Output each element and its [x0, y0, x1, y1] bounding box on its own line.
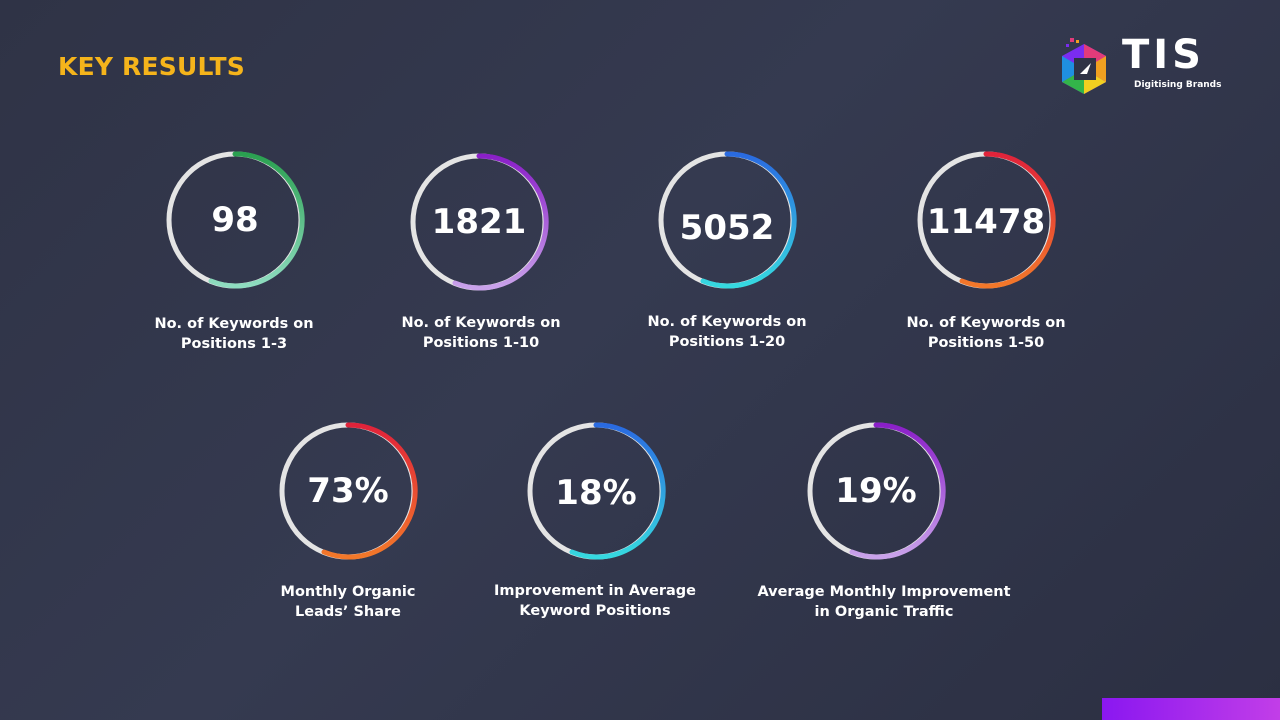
metric-label-line: Monthly Organic — [280, 584, 416, 600]
metric-label-line: Positions 1-50 — [927, 335, 1045, 351]
progress-ring-icon — [527, 422, 666, 560]
progress-ring-icon — [279, 422, 418, 560]
metric-label: Average Monthly Improvement in Organic T… — [746, 582, 1022, 622]
metric-ring: 18% — [526, 421, 666, 561]
corner-accent-bar — [1102, 698, 1280, 720]
metric-label-line: No. of Keywords on — [401, 315, 561, 331]
metric-label: No. of Keywords on Positions 1-3 — [104, 314, 364, 354]
metric-ring: 5052 — [657, 150, 797, 290]
metric-ring: 73% — [278, 421, 418, 561]
metric-value: 1821 — [431, 202, 527, 242]
metric-label-line: Improvement in Average — [493, 583, 696, 599]
metric-ring: 11478 — [916, 150, 1056, 290]
metric-label-line: in Organic Traffic — [814, 604, 954, 620]
metric-label-line: No. of Keywords on — [154, 316, 314, 332]
logo-wordmark: TIS — [1122, 32, 1205, 78]
metric-label-line: No. of Keywords on — [647, 314, 807, 330]
metric-value: 98 — [211, 200, 259, 240]
metric-ring: 1821 — [409, 152, 549, 292]
progress-ring-icon — [166, 151, 305, 289]
logo-tagline: Digitising Brands — [1134, 80, 1222, 90]
metric-label: No. of Keywords on Positions 1-50 — [856, 313, 1116, 353]
metric-label: Improvement in Average Keyword Positions — [465, 581, 725, 621]
metric-label-line: Average Monthly Improvement — [757, 584, 1011, 600]
progress-ring-icon — [807, 422, 946, 560]
metric-label-line: Leads’ Share — [295, 604, 401, 620]
metric-ring: 98 — [165, 150, 305, 290]
metric-value: 19% — [835, 471, 917, 511]
progress-ring-icon — [658, 151, 797, 289]
metric-label-line: Positions 1-20 — [668, 334, 786, 350]
metric-label: No. of Keywords on Positions 1-10 — [351, 313, 611, 353]
metric-value: 5052 — [679, 208, 775, 248]
metric-value: 73% — [307, 471, 389, 511]
metric-label-line: No. of Keywords on — [906, 315, 1066, 331]
metric-label: No. of Keywords on Positions 1-20 — [597, 312, 857, 352]
hexagon-logo-icon — [1062, 38, 1106, 94]
metric-value: 18% — [555, 473, 637, 513]
metric-label-line: Keyword Positions — [519, 603, 671, 619]
metric-label-line: Positions 1-10 — [422, 335, 540, 351]
progress-ring-icon — [917, 151, 1056, 289]
metric-label-line: Positions 1-3 — [180, 336, 288, 352]
metric-value: 11478 — [926, 202, 1046, 242]
slide-title: KEY RESULTS — [58, 52, 245, 81]
progress-ring-icon — [410, 153, 549, 291]
tis-logo: TIS Digitising Brands — [1058, 32, 1233, 96]
metric-ring: 19% — [806, 421, 946, 561]
metric-label: Monthly Organic Leads’ Share — [218, 582, 478, 622]
